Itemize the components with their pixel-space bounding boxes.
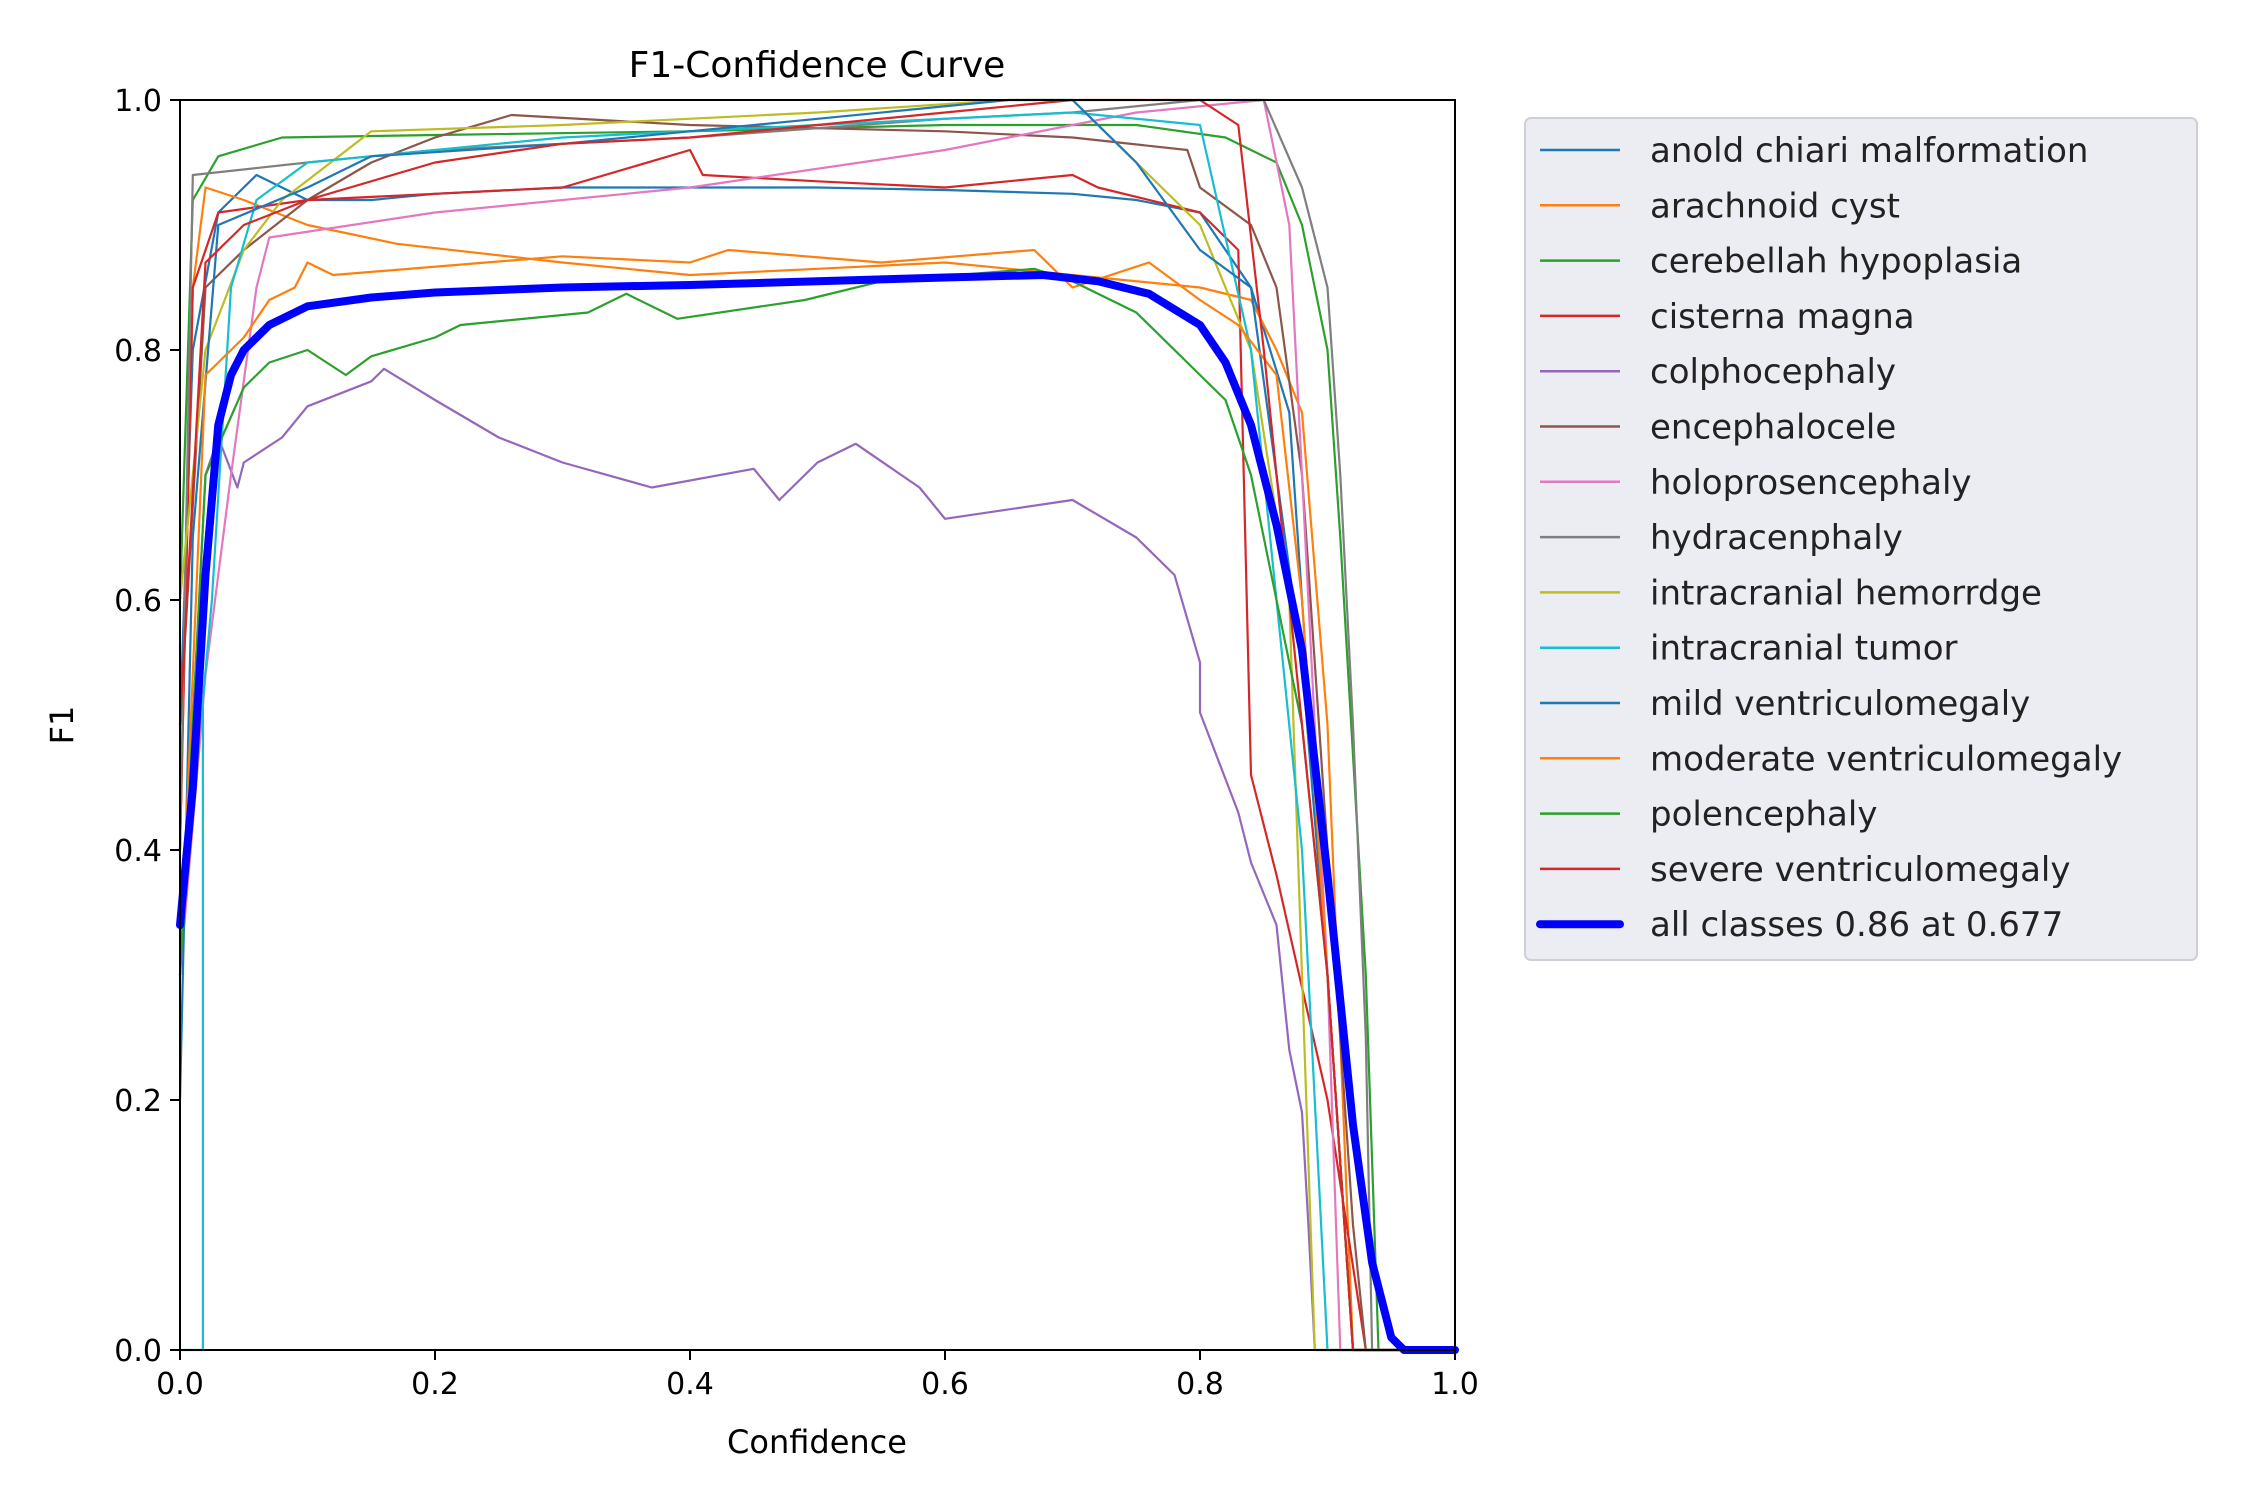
y-axis-label: F1 — [43, 706, 81, 745]
x-tick-label: 1.0 — [1431, 1367, 1479, 1402]
series-line-4 — [178, 367, 1457, 1352]
legend-label-10: mild ventriculomegaly — [1650, 684, 2030, 724]
legend-label-0: anold chiari malformation — [1650, 131, 2088, 171]
legend-label-5: encephalocele — [1650, 408, 1896, 448]
x-tick-label: 0.4 — [666, 1367, 714, 1402]
series-line-13 — [178, 98, 1457, 1352]
legend-label-1: arachnoid cyst — [1650, 186, 1900, 226]
legend-label-3: cisterna magna — [1650, 297, 1915, 337]
legend-label-8: intracranial hemorrdge — [1650, 573, 2042, 613]
y-tick-label: 0.4 — [114, 834, 162, 869]
legend-label-11: moderate ventriculomegaly — [1650, 739, 2122, 779]
series-line-1 — [178, 186, 1457, 1352]
series-line-2 — [178, 123, 1457, 1352]
x-tick-label: 0.0 — [156, 1367, 204, 1402]
y-tick-label: 0.0 — [114, 1334, 162, 1369]
legend-label-7: hydracenphaly — [1650, 518, 1903, 558]
legend-box — [1524, 117, 2198, 961]
series-line-11 — [178, 248, 1457, 1352]
legend-label-14: all classes 0.86 at 0.677 — [1650, 905, 2063, 945]
legend-label-4: colphocephaly — [1650, 352, 1896, 392]
y-tick-label: 0.2 — [114, 1084, 162, 1119]
legend-label-9: intracranial tumor — [1650, 629, 1958, 669]
y-tick-label: 1.0 — [114, 84, 162, 119]
x-tick-label: 0.6 — [921, 1367, 969, 1402]
plot-frame — [179, 99, 1456, 1351]
chart-title: F1-Confidence Curve — [629, 45, 1006, 86]
legend: anold chiari malformation arachnoid cyst c… — [1524, 117, 2198, 961]
series-line-9 — [178, 111, 1457, 1352]
y-tick-label: 0.6 — [114, 584, 162, 619]
x-tick-label: 0.8 — [1176, 1367, 1224, 1402]
series-line-0 — [178, 173, 1457, 1352]
series-line-14 — [176, 271, 1459, 1354]
legend-label-2: cerebellah hypoplasia — [1650, 242, 2022, 282]
y-tick-label: 0.8 — [114, 334, 162, 369]
legend-label-6: holoprosencephaly — [1650, 463, 1972, 503]
x-tick-label: 0.2 — [411, 1367, 459, 1402]
series-line-12 — [178, 267, 1457, 1352]
x-axis-label: Confidence — [727, 1423, 907, 1461]
legend-label-13: severe ventriculomegaly — [1650, 850, 2070, 890]
legend-label-12: polencephaly — [1650, 795, 1877, 835]
